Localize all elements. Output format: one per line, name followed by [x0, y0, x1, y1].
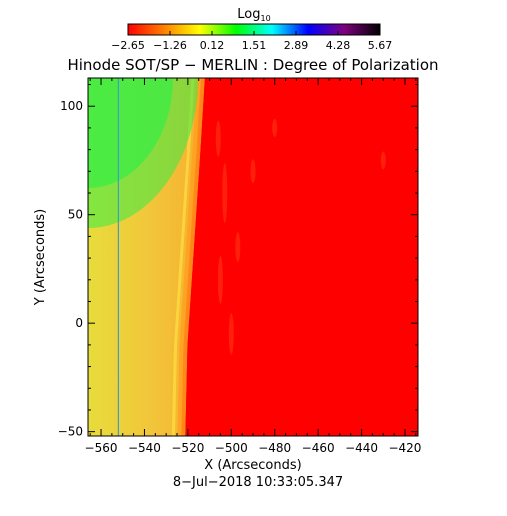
limb-edge [177, 78, 205, 436]
colorbar-title: Log10 [237, 7, 270, 23]
disk-feature [380, 151, 386, 170]
x-axis-label: X (Arcseconds) [204, 458, 301, 473]
colorbar-title-base: Log [237, 7, 260, 22]
y-tick-label: 0 [75, 316, 83, 330]
disk-feature [272, 118, 278, 137]
colorbar-ticks: −2.65 −1.26 0.12 1.51 2.89 4.28 5.67 [111, 31, 392, 52]
y-tick-label: −50 [58, 425, 83, 439]
disk-feature [215, 120, 221, 157]
x-tick-label: −460 [302, 441, 335, 455]
green-core-region [88, 78, 173, 188]
chart-title: Hinode SOT/SP − MERLIN : Degree of Polar… [67, 56, 438, 74]
disk-feature [250, 159, 256, 184]
colorbar-tick-label: 5.67 [368, 39, 393, 52]
disk-feature [235, 232, 241, 263]
x-tick-label: −500 [215, 441, 248, 455]
disk-feature [228, 313, 234, 356]
colorbar-tick-label: 0.12 [200, 39, 225, 52]
x-tick-label: −560 [85, 441, 118, 455]
solar-disk-overlay [185, 78, 418, 436]
colorbar-tick-label: −2.65 [111, 39, 145, 52]
colorbar-tick-label: 2.89 [284, 39, 309, 52]
disk-feature [217, 255, 223, 304]
colorbar-tick-label: 4.28 [326, 39, 351, 52]
colorbar-tick-label: −1.26 [153, 39, 187, 52]
y-tick-label: 50 [68, 208, 83, 222]
colorbar-title-subscript: 10 [261, 14, 271, 23]
disk-feature [222, 162, 228, 223]
x-axis-ticks: −560 −540 −520 −500 −480 −460 −440 −420 [85, 78, 421, 455]
colorbar-tick-label: 1.51 [242, 39, 267, 52]
limb-glow [171, 78, 195, 436]
timestamp-footer: 8−Jul−2018 10:33:05.347 [173, 475, 343, 490]
x-tick-label: −420 [388, 441, 421, 455]
y-axis-ticks: −50 0 50 100 [58, 84, 418, 439]
x-tick-label: −520 [171, 441, 204, 455]
x-tick-label: −540 [128, 441, 161, 455]
y-tick-label: 100 [60, 99, 83, 113]
polarization-map [88, 78, 418, 436]
y-axis-label: Y (Arcseconds) [33, 209, 48, 306]
x-tick-label: −480 [258, 441, 291, 455]
x-tick-label: −440 [345, 441, 378, 455]
